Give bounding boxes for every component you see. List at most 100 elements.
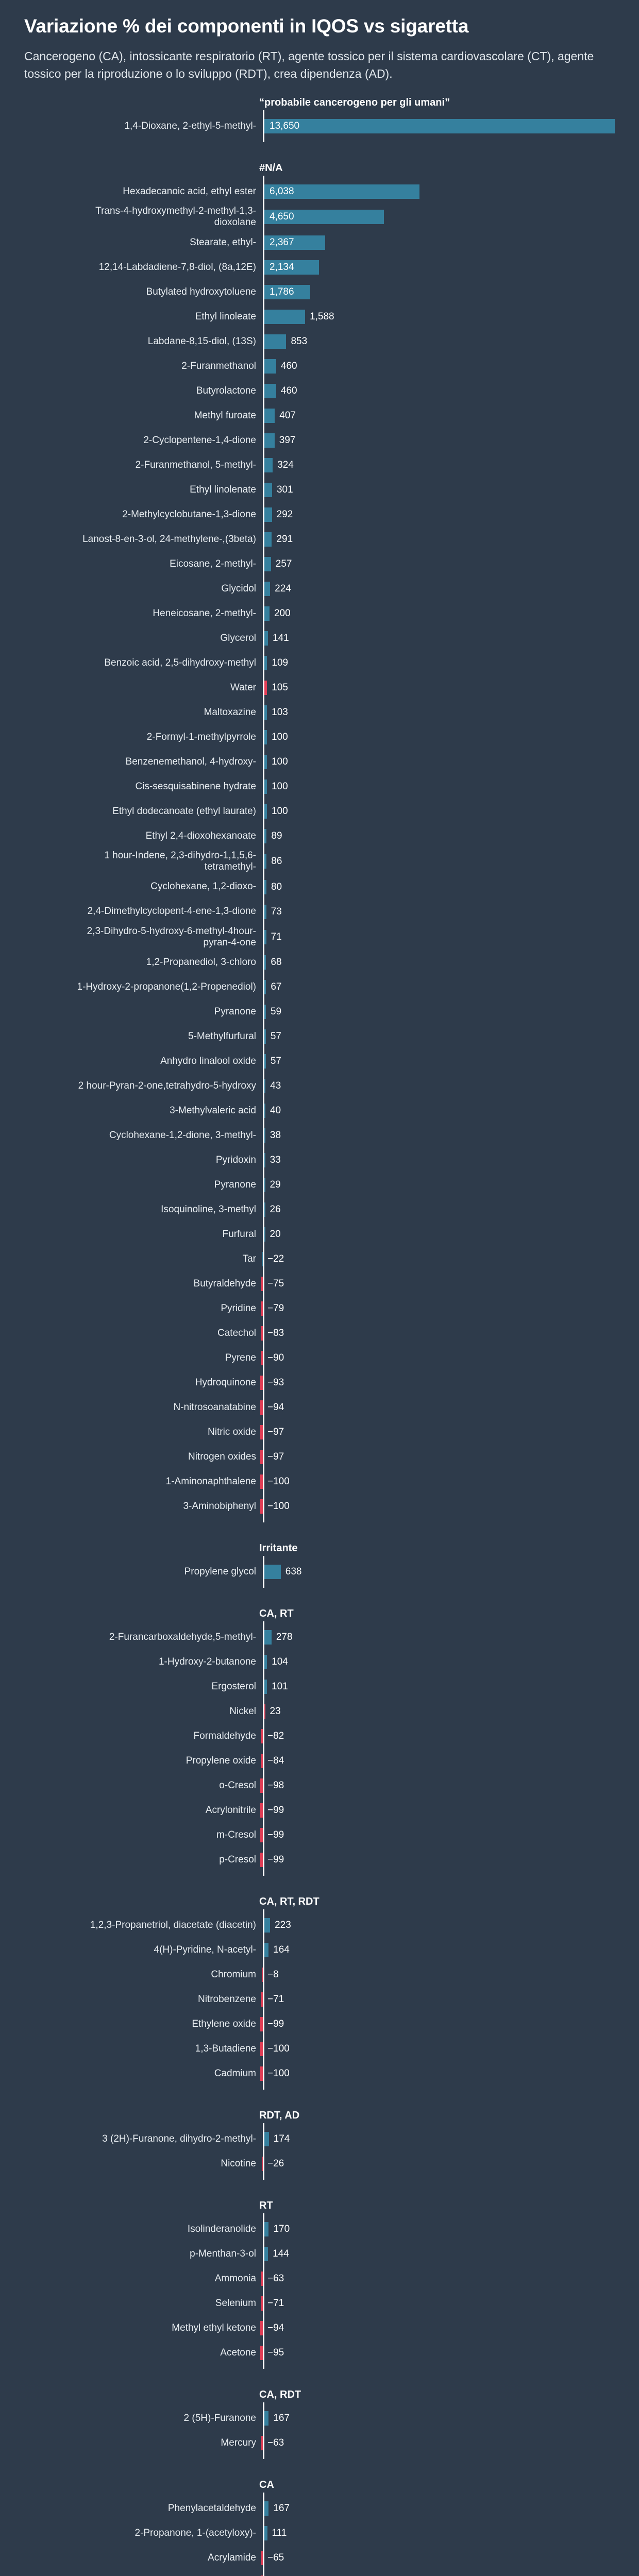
positive-bar (264, 955, 266, 970)
negative-bar (260, 2066, 263, 2081)
negative-bar (260, 2321, 263, 2336)
bar-value: 43 (270, 1080, 281, 1092)
row-label: 2 (5H)-Furanone (183, 2413, 256, 2424)
bar-value: 100 (271, 756, 288, 767)
negative-bar (260, 1754, 263, 1769)
negative-bar (261, 1277, 263, 1292)
positive-bar (264, 980, 266, 995)
negative-bar (260, 1400, 263, 1415)
bar-value: 141 (273, 632, 289, 643)
negative-bar (261, 2296, 263, 2311)
row-label: 1,4-Dioxane, 2-ethyl-5-methyl- (124, 120, 256, 131)
bar-value: 29 (270, 1179, 281, 1191)
bar-track: 20 (256, 1222, 618, 1247)
bar-track: −75 (256, 1272, 618, 1296)
bar-track: −77 (256, 2570, 618, 2576)
bar-track: −22 (256, 1247, 618, 1272)
bar-row: Chromium −8 (24, 1962, 618, 1987)
bar-row: Methyl ethyl ketone −94 (24, 2316, 618, 2341)
bar-track: −98 (256, 1773, 618, 1798)
bar-track: 200 (256, 601, 618, 626)
bar-track: −65 (256, 2546, 618, 2570)
row-label: Pyranone (214, 1179, 256, 1191)
positive-bar (264, 1227, 265, 1242)
bar-row: Propylene oxide −84 (24, 1749, 618, 1773)
bar-value: 200 (274, 607, 291, 619)
row-label: Labdane-8,15-diol, (13S) (147, 335, 256, 347)
bar-track: −90 (256, 1346, 618, 1370)
bar-row: Isoquinoline, 3-methyl 26 (24, 1197, 618, 1222)
bar-track: 4,650 (256, 204, 618, 230)
positive-bar (264, 2411, 269, 2426)
bar-track: 170 (256, 2217, 618, 2242)
bar-track: −8 (256, 1962, 618, 1987)
bar-track: 144 (256, 2242, 618, 2266)
bar-row: Hexadecanoic acid, ethyl ester 6,038 (24, 179, 618, 204)
bar-row: Pyranone 29 (24, 1173, 618, 1197)
negative-bar (260, 1351, 263, 1366)
negative-bar (261, 2436, 263, 2451)
bar-track: 224 (256, 577, 618, 601)
negative-bar (260, 2346, 263, 2361)
bar-row: Phenylacetaldehyde 167 (24, 2496, 618, 2521)
bar-track: 23 (256, 1699, 618, 1724)
bar-track: −94 (256, 1395, 618, 1420)
bar-track: 141 (256, 626, 618, 651)
bar-value: 4,650 (270, 211, 294, 223)
bar-track: 460 (256, 379, 618, 403)
bar-track: 86 (256, 849, 618, 875)
bar-row: 2-Furanmethanol, 5-methyl- 324 (24, 453, 618, 478)
bar-value: 80 (271, 881, 282, 892)
bar-row: Ethylene oxide −99 (24, 2012, 618, 2037)
bar-row: Butylated hydroxytoluene 1,786 (24, 280, 618, 304)
bar-row: Benzoic acid, 2,5-dihydroxy-methyl 109 (24, 651, 618, 675)
bar-value: 40 (270, 1105, 281, 1116)
bar-value: −93 (267, 1377, 284, 1388)
bar-track: 73 (256, 900, 618, 924)
bar-value: 111 (272, 2528, 287, 2539)
bar-row: Tar −22 (24, 1247, 618, 1272)
negative-bar (261, 1301, 263, 1316)
positive-bar (264, 235, 325, 250)
bar-row: Ethyl 2,4-dioxohexanoate 89 (24, 824, 618, 849)
bar-value: 164 (273, 1944, 290, 1956)
bar-row: Mercury −63 (24, 2431, 618, 2455)
row-label: Cyclohexane, 1,2-dioxo- (150, 881, 256, 892)
bar-row: Furfural 20 (24, 1222, 618, 1247)
bar-row: 2-Propanone, 1-(acetyloxy)- 111 (24, 2521, 618, 2546)
bar-row: p-Menthan-3-ol 144 (24, 2242, 618, 2266)
positive-bar (264, 482, 272, 497)
bar-row: Nitric oxide −97 (24, 1420, 618, 1445)
positive-bar (264, 631, 268, 646)
negative-bar (260, 1376, 263, 1391)
bar-track: 301 (256, 478, 618, 502)
row-label: Nitrobenzene (197, 1994, 256, 2005)
bar-track: 223 (256, 1913, 618, 1938)
row-label: Formaldehyde (193, 1731, 256, 1742)
bar-value: 291 (276, 533, 293, 545)
row-label: Catechol (217, 1328, 256, 1339)
row-label: 1-Hydroxy-2-butanone (158, 1656, 256, 1668)
positive-bar (264, 532, 272, 547)
bar-value: −99 (267, 1805, 284, 1816)
bar-row: Eicosane, 2-methyl- 257 (24, 552, 618, 577)
bar-track: −100 (256, 2037, 618, 2061)
bar-row: Pyranone 59 (24, 999, 618, 1024)
chart-group: CA, RT, RDT 1,2,3-Propanetriol, diacetate… (24, 1896, 618, 2090)
chart-subtitle: Cancerogeno (CA), intossicante respirato… (24, 49, 594, 80)
bar-row: Maltoxazine 103 (24, 700, 618, 725)
bar-value: −98 (267, 1780, 284, 1791)
bar-row: Water 105 (24, 675, 618, 700)
positive-bar (264, 1630, 272, 1645)
bar-track: −97 (256, 1445, 618, 1469)
chart-group: CA, RT 2-Furancarboxaldehyde,5-methyl- 278… (24, 1608, 618, 1876)
row-label: Acrylamide (208, 2552, 256, 2564)
bar-track: −99 (256, 1823, 618, 1848)
group-header: CA, RT, RDT (259, 1896, 320, 1908)
negative-bar (261, 1992, 263, 2007)
positive-bar (264, 1079, 266, 1094)
row-label: 2-Methylcyclobutane-1,3-dione (122, 509, 256, 520)
positive-bar (264, 1054, 266, 1069)
bar-track: −95 (256, 2341, 618, 2365)
